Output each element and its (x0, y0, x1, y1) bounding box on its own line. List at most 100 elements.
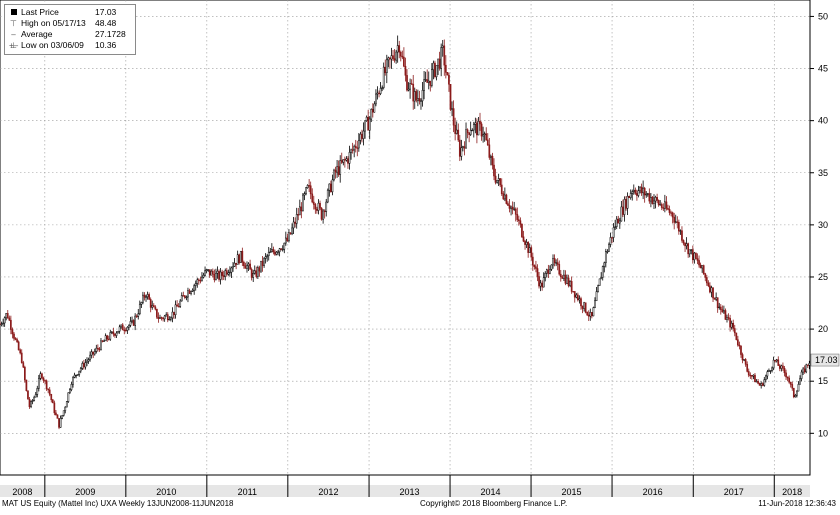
candle-body (677, 221, 680, 232)
candle-body (210, 270, 213, 276)
candle-body (421, 90, 424, 102)
candle-body (514, 208, 517, 215)
candle-body (20, 352, 23, 363)
candle-body (780, 365, 783, 369)
candle-body (499, 178, 502, 186)
candle-body (452, 108, 455, 126)
candle-body (581, 305, 584, 309)
candle-body (667, 208, 669, 210)
candle-body (552, 258, 554, 266)
candle-body (705, 277, 708, 284)
candle-body (687, 243, 690, 255)
y-tick-label: 20 (818, 324, 828, 334)
candle-body (55, 412, 57, 416)
candle-body (123, 329, 126, 332)
candle-body (382, 66, 385, 88)
candle-body (797, 384, 800, 392)
candle-body (13, 333, 15, 339)
candle-body (782, 365, 784, 369)
candle-body (387, 57, 390, 61)
candle-body (353, 145, 356, 151)
y-tick-label: 10 (818, 428, 828, 438)
candle-body (280, 248, 283, 250)
candle-body (777, 359, 780, 366)
candle-body (632, 189, 635, 192)
candle-body (98, 348, 101, 351)
candle-body (292, 221, 295, 229)
candle-body (354, 145, 357, 148)
candle-body (412, 83, 415, 102)
candle-body (351, 149, 354, 151)
candle-body (479, 120, 481, 125)
candle-body (120, 324, 123, 328)
candle-body (128, 325, 130, 328)
candle-body (340, 160, 343, 163)
candle-body (320, 207, 323, 220)
candle-body (449, 84, 452, 110)
candle-body (589, 312, 592, 317)
candle-body (646, 193, 649, 195)
candle-body (331, 179, 334, 193)
candle-body (162, 317, 164, 320)
candle-body (263, 258, 265, 266)
candle-body (772, 359, 775, 369)
candle-body (156, 308, 158, 318)
candle-body (460, 147, 463, 157)
candle-body (50, 394, 53, 401)
candle-body (651, 196, 654, 204)
candle-body (278, 248, 281, 253)
candle-body (491, 155, 494, 166)
candle-body (485, 133, 488, 141)
candle-body (431, 69, 433, 86)
candle-body (364, 120, 366, 132)
candle-body (578, 298, 581, 301)
candle-body (370, 108, 373, 120)
candle-body (359, 133, 362, 141)
candle-body (696, 258, 699, 261)
candle-body (28, 398, 31, 407)
candle-body (244, 265, 247, 269)
candle-body (636, 193, 638, 196)
candle-body (401, 55, 404, 58)
candle-body (148, 294, 150, 300)
candle-body (253, 270, 256, 274)
candle-body (477, 120, 480, 136)
candle-body (650, 196, 652, 202)
legend-low: ⊥ Low on 03/06/09 10.36 (9, 40, 133, 51)
candle-body (406, 75, 408, 91)
candle-body (471, 129, 474, 132)
candle-body (524, 240, 526, 245)
candle-body (110, 331, 113, 333)
candle-body (179, 300, 182, 307)
candle-body (639, 186, 641, 191)
candle-body (314, 204, 317, 210)
candle-body (239, 250, 242, 263)
candle-body (196, 279, 199, 284)
candle-body (573, 291, 576, 298)
candle-body (47, 388, 50, 391)
candle-body (595, 291, 598, 302)
candle-body (8, 317, 11, 321)
candle-body (138, 303, 141, 314)
x-tick-label: 2012 (318, 487, 338, 497)
candle-body (466, 129, 469, 134)
candle-body (785, 372, 787, 378)
candle-body (634, 189, 637, 194)
candle-body (564, 274, 567, 284)
candle-body (462, 146, 464, 148)
legend-last-price-value: 17.03 (95, 7, 117, 17)
candle-body (743, 359, 745, 361)
candle-body (174, 304, 177, 316)
x-tick-label: 2011 (238, 487, 257, 497)
last-price-tag-group: 17.03 (810, 353, 840, 367)
high-marker-icon: ⊤ (10, 19, 17, 28)
candle-body (157, 317, 160, 319)
candle-body (17, 341, 20, 351)
candle-body (27, 390, 29, 400)
candle-body (247, 263, 250, 266)
candle-body (549, 269, 551, 274)
candle-body (614, 226, 617, 228)
candle-body (371, 108, 374, 113)
candle-body (112, 331, 115, 335)
candle-body (407, 88, 410, 91)
